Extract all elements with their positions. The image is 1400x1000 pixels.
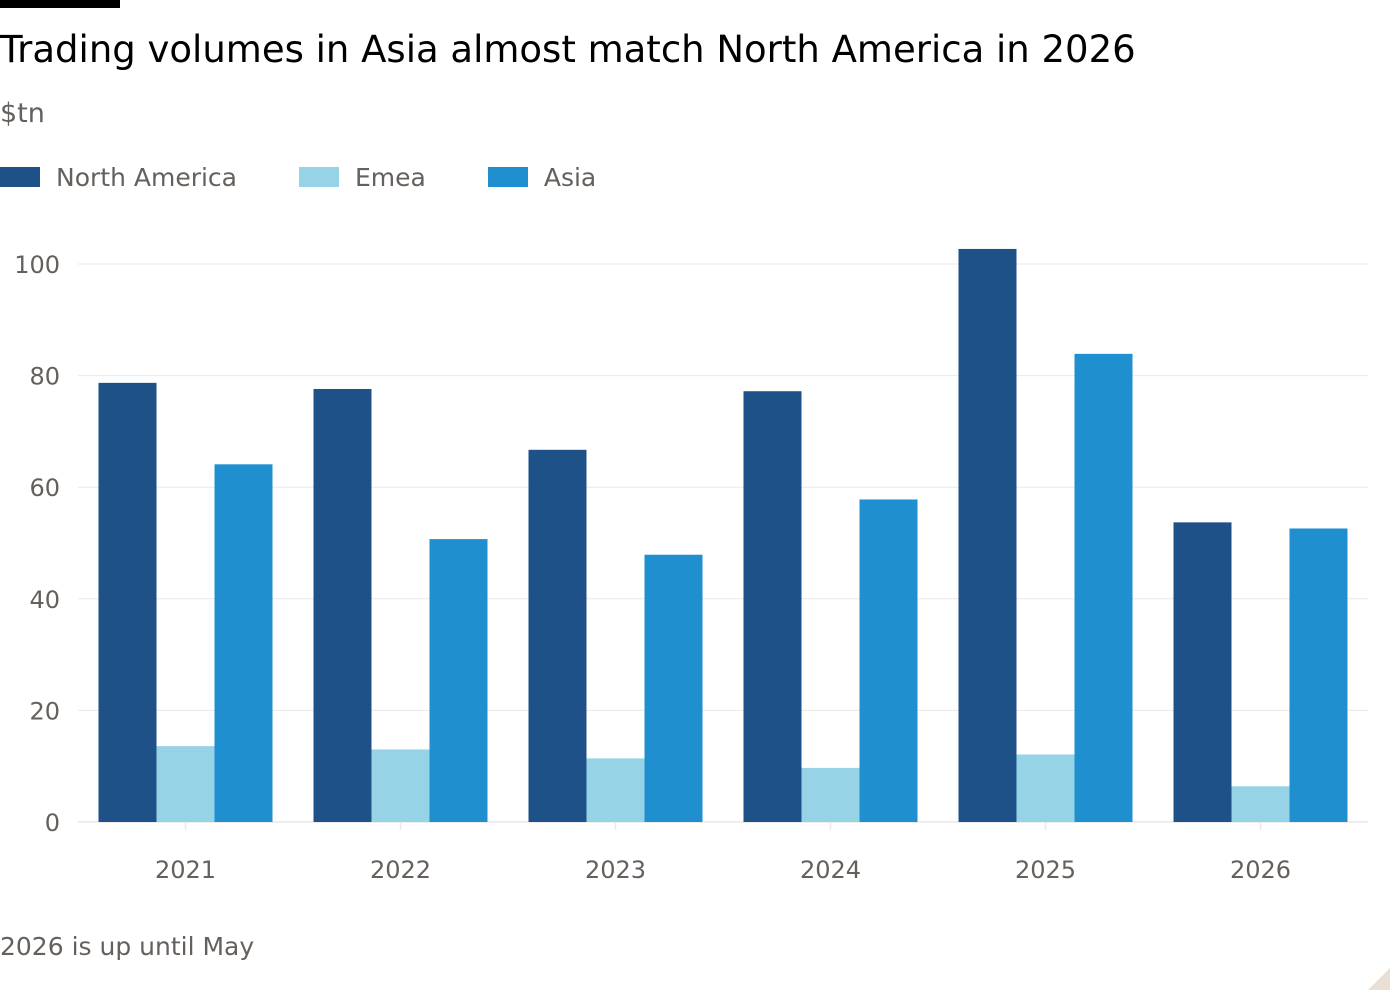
bar-north-america-2022: [313, 388, 372, 822]
footnote: 2026 is up until May: [0, 932, 255, 961]
corner-fold-icon: [1368, 968, 1390, 990]
x-tick-label: 2021: [155, 856, 216, 884]
bar-asia-2022: [429, 539, 488, 822]
y-tick-label: 100: [14, 251, 60, 279]
bar-north-america-2025: [958, 248, 1017, 822]
bar-asia-2026: [1289, 528, 1348, 822]
chart-title: Trading volumes in Asia almost match Nor…: [0, 28, 1136, 71]
legend-label-emea: Emea: [355, 162, 426, 192]
legend-item-emea: Emea: [299, 163, 426, 192]
bar-asia-2021: [214, 464, 273, 822]
bar-emea-2023: [586, 758, 645, 822]
y-tick-label: 40: [29, 586, 60, 614]
grid-lines: [78, 263, 1368, 823]
bar-emea-2025: [1016, 754, 1075, 822]
bar-north-america-2021: [98, 382, 157, 822]
x-tick-label: 2022: [370, 856, 431, 884]
x-tick-label: 2026: [1230, 856, 1291, 884]
y-tick-label: 0: [45, 809, 60, 837]
legend-label-north-america: North America: [56, 162, 237, 192]
bar-emea-2021: [156, 746, 215, 822]
legend-item-north-america: North America: [0, 163, 237, 192]
brand-bar: [0, 0, 120, 8]
y-tick-label: 20: [29, 697, 60, 725]
bar-north-america-2024: [743, 391, 802, 822]
y-tick-label: 60: [29, 474, 60, 502]
x-axis-labels: 2021 2022 2023 2024 2025 2026: [155, 822, 1291, 884]
bar-emea-2024: [801, 767, 860, 822]
legend-label-asia: Asia: [543, 162, 597, 192]
legend: North America Emea Asia: [0, 160, 658, 194]
x-tick-label: 2024: [800, 856, 861, 884]
chart-unit-label: $tn: [0, 98, 45, 129]
x-tick-label: 2025: [1015, 856, 1076, 884]
bar-emea-2026: [1231, 786, 1290, 822]
legend-item-asia: Asia: [487, 162, 597, 192]
bars: [98, 248, 1348, 822]
bar-north-america-2026: [1173, 522, 1232, 822]
legend-swatch-asia: [487, 167, 528, 187]
y-axis-labels: 0 20 40 60 80 100: [14, 251, 60, 837]
bar-north-america-2023: [528, 449, 587, 822]
legend-swatch-emea: [299, 167, 339, 187]
bar-chart: 0 20 40 60 80 100 2021 2022 2023 2024 2025 2026: [14, 248, 1368, 884]
bar-emea-2022: [371, 749, 430, 822]
bar-asia-2025: [1074, 353, 1133, 822]
legend-swatch-north-america: [0, 167, 40, 187]
x-tick-label: 2023: [585, 856, 646, 884]
y-tick-label: 80: [29, 363, 60, 391]
bar-asia-2023: [644, 554, 703, 822]
bar-asia-2024: [859, 499, 918, 822]
